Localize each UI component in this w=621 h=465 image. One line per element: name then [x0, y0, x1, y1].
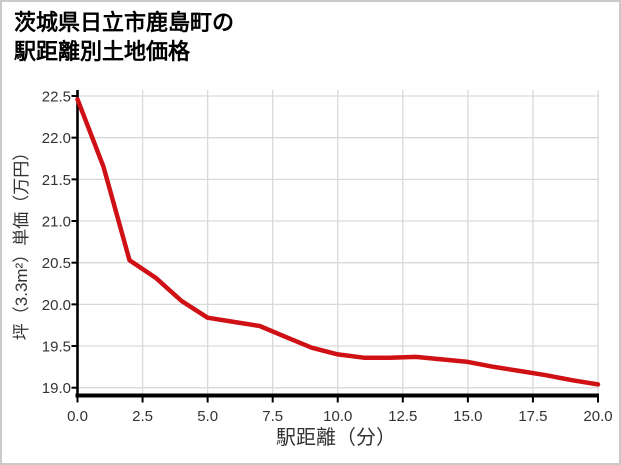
- x-tick-mark: [76, 397, 79, 403]
- y-tick-label: 20.0: [42, 297, 71, 314]
- x-tick-label: 15.0: [453, 408, 482, 425]
- x-tick-mark: [466, 397, 469, 403]
- tick-marks: [71, 95, 599, 403]
- grid-layer: [78, 90, 599, 394]
- x-axis-spine: [75, 393, 599, 398]
- chart-title: 茨城県日立市鹿島町の 駅距離別土地価格: [14, 8, 234, 66]
- y-tick-label: 22.0: [42, 130, 71, 147]
- y-tick-mark: [71, 345, 77, 348]
- x-axis-title: 駅距離（分）: [276, 426, 396, 449]
- x-tick-label: 5.0: [197, 408, 218, 425]
- data-series-layer: [75, 97, 601, 387]
- y-tick-label: 19.0: [42, 380, 71, 397]
- y-tick-label: 21.0: [42, 214, 71, 231]
- x-tick-label: 10.0: [323, 408, 352, 425]
- x-tick-label: 2.5: [132, 408, 153, 425]
- y-tick-mark: [71, 261, 77, 264]
- x-tick-label: 17.5: [518, 408, 547, 425]
- y-tick-mark: [71, 95, 77, 97]
- x-tick-label: 0.0: [67, 408, 88, 425]
- y-tick-mark: [71, 178, 77, 181]
- x-tick-mark: [531, 397, 534, 403]
- x-tick-mark: [141, 397, 144, 403]
- y-tick-label: 20.5: [42, 255, 71, 272]
- x-tick-mark: [206, 397, 209, 403]
- price-line: [75, 97, 601, 387]
- y-tick-label: 19.5: [42, 339, 71, 356]
- y-axis-title: 坪（3.3m²）単価（万円）: [12, 144, 31, 340]
- y-tick-label: 22.5: [42, 89, 71, 106]
- y-tick-mark: [71, 386, 77, 389]
- y-tick-mark: [71, 303, 77, 306]
- tick-labels: 0.0 2.5 5.0 7.5 10.0 12.5 15.0 17.5 20.0 19.0 19.5…: [42, 89, 613, 426]
- x-tick-mark: [271, 397, 274, 403]
- y-axis-spine: [76, 90, 79, 398]
- x-tick-mark: [401, 397, 404, 403]
- x-tick-label: 12.5: [388, 408, 417, 425]
- x-tick-label: 20.0: [583, 408, 612, 425]
- chart-title-line-1: 茨城県日立市鹿島町の: [14, 10, 235, 35]
- y-tick-label: 21.5: [42, 172, 71, 189]
- x-tick-mark: [336, 397, 339, 403]
- x-tick-mark: [597, 397, 599, 403]
- chart-title-line-2: 駅距離別土地価格: [14, 39, 191, 64]
- y-tick-mark: [71, 136, 77, 139]
- x-tick-label: 7.5: [262, 408, 283, 425]
- y-tick-mark: [71, 220, 77, 223]
- axes-spines: [75, 90, 599, 398]
